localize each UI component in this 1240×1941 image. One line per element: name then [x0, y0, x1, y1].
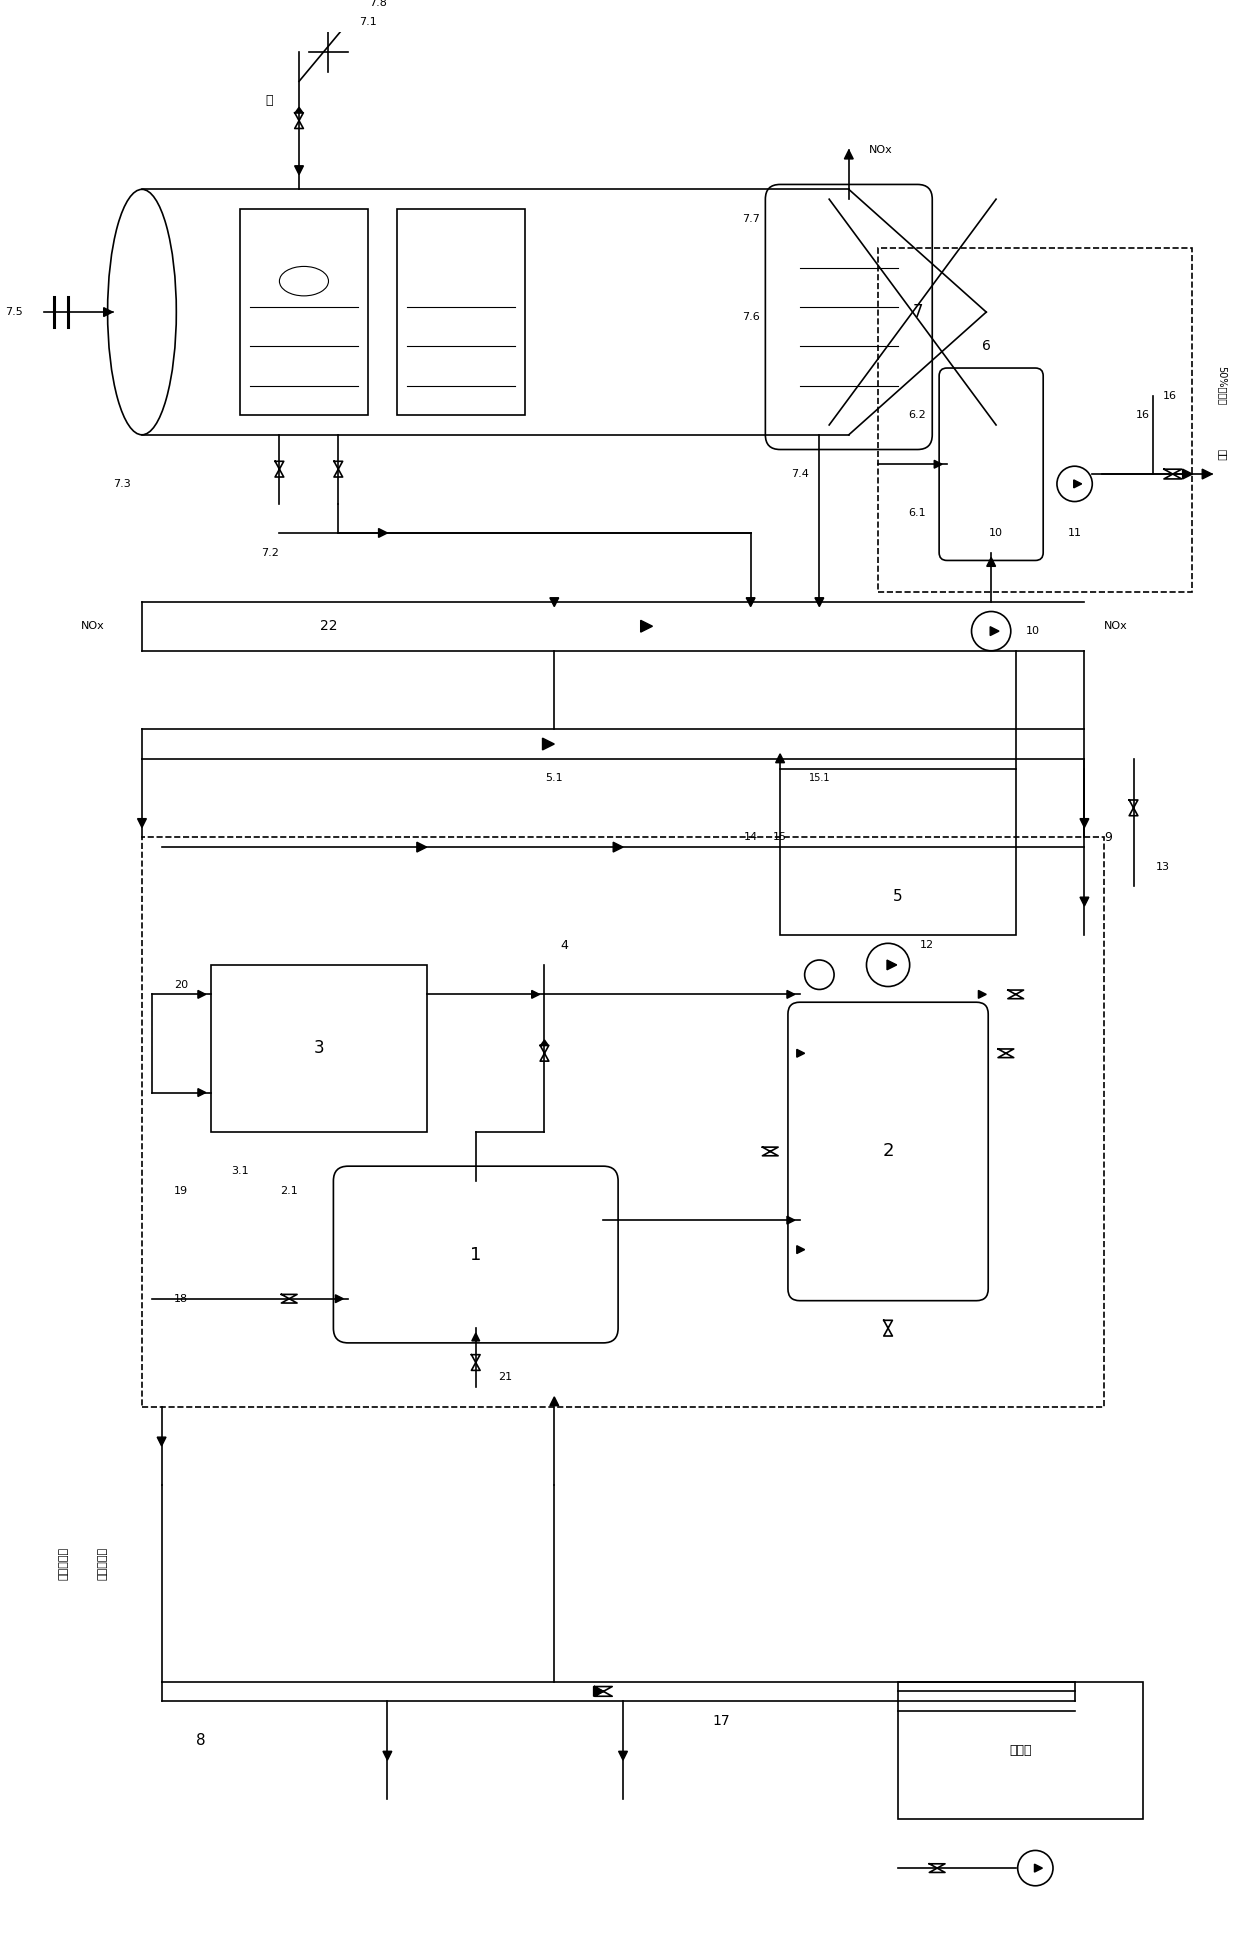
Text: 17: 17: [712, 1714, 730, 1727]
Bar: [397, 210, 525, 415]
Polygon shape: [797, 1246, 805, 1254]
Text: 11: 11: [1068, 528, 1081, 538]
Text: 7.6: 7.6: [742, 313, 760, 322]
Polygon shape: [1080, 819, 1089, 827]
Polygon shape: [543, 738, 554, 749]
Text: 3: 3: [314, 1038, 324, 1058]
Text: 21: 21: [498, 1372, 512, 1382]
Text: 16: 16: [1163, 390, 1177, 400]
Text: 6.2: 6.2: [909, 410, 926, 419]
Polygon shape: [815, 598, 823, 608]
Polygon shape: [844, 149, 853, 159]
Text: 12: 12: [920, 939, 935, 951]
Polygon shape: [1080, 897, 1089, 906]
Text: NOx: NOx: [81, 621, 104, 631]
Text: 凝器稀硝酸: 凝器稀硝酸: [98, 1547, 108, 1580]
Polygon shape: [594, 1687, 604, 1696]
Polygon shape: [198, 1089, 206, 1097]
Text: 16: 16: [1136, 410, 1151, 419]
Polygon shape: [787, 1217, 795, 1225]
Polygon shape: [295, 165, 304, 175]
Text: 50%硝酸去: 50%硝酸去: [1216, 367, 1226, 406]
Polygon shape: [295, 107, 303, 113]
Text: 酸水池: 酸水池: [1009, 1743, 1032, 1757]
Polygon shape: [991, 627, 999, 635]
Text: 19: 19: [174, 1186, 188, 1196]
Polygon shape: [797, 1050, 805, 1058]
Text: 7.5: 7.5: [5, 307, 24, 316]
Text: 10: 10: [1025, 627, 1039, 637]
Text: 14: 14: [744, 833, 758, 842]
Polygon shape: [157, 1436, 166, 1446]
Text: 6.1: 6.1: [909, 509, 926, 518]
Polygon shape: [776, 753, 785, 763]
Text: 10: 10: [990, 528, 1003, 538]
Polygon shape: [887, 961, 897, 970]
Bar: [878, 248, 1193, 592]
Polygon shape: [614, 842, 622, 852]
Polygon shape: [378, 528, 387, 538]
Polygon shape: [549, 598, 559, 608]
Polygon shape: [746, 598, 755, 608]
Bar: [898, 1681, 1143, 1819]
Text: 来自脱硝冷: 来自脱硝冷: [58, 1547, 68, 1580]
Text: 2.1: 2.1: [280, 1186, 298, 1196]
Text: 5.1: 5.1: [546, 773, 563, 784]
Text: 3.1: 3.1: [232, 1167, 249, 1176]
Bar: [241, 210, 368, 415]
Polygon shape: [787, 990, 795, 998]
Text: 7: 7: [913, 303, 923, 320]
Text: 18: 18: [174, 1295, 188, 1304]
Text: 6: 6: [982, 340, 991, 353]
Polygon shape: [198, 990, 206, 998]
Text: 2: 2: [883, 1143, 894, 1161]
Text: NOx: NOx: [868, 146, 893, 155]
Polygon shape: [641, 621, 652, 633]
Text: 8: 8: [196, 1733, 206, 1749]
Polygon shape: [383, 1751, 392, 1760]
Polygon shape: [541, 1040, 548, 1046]
Polygon shape: [987, 557, 996, 567]
Text: 7.7: 7.7: [742, 214, 760, 223]
Text: 水: 水: [265, 95, 273, 107]
Text: 7.2: 7.2: [260, 547, 279, 557]
Polygon shape: [104, 309, 113, 316]
Polygon shape: [1183, 470, 1193, 479]
Text: 13: 13: [1156, 862, 1171, 872]
Text: 1: 1: [470, 1246, 481, 1264]
Bar: [141, 837, 1104, 1407]
Text: 7.1: 7.1: [358, 17, 377, 27]
Polygon shape: [417, 842, 427, 852]
Text: 9: 9: [1104, 831, 1112, 844]
Text: 20: 20: [174, 980, 188, 990]
Polygon shape: [1074, 479, 1081, 487]
Text: 22: 22: [320, 619, 337, 633]
Text: 7.4: 7.4: [791, 470, 808, 479]
Text: 15: 15: [773, 833, 787, 842]
Polygon shape: [1203, 470, 1211, 479]
Polygon shape: [549, 1398, 559, 1405]
Polygon shape: [1034, 1863, 1043, 1871]
Polygon shape: [619, 1751, 627, 1760]
Bar: [211, 965, 427, 1132]
Polygon shape: [978, 990, 986, 998]
Text: 4: 4: [560, 939, 568, 951]
Text: NOx: NOx: [1104, 621, 1128, 631]
Text: 15.1: 15.1: [808, 773, 830, 784]
Bar: [780, 769, 1016, 936]
Polygon shape: [934, 460, 942, 468]
Polygon shape: [138, 819, 146, 827]
Polygon shape: [532, 990, 539, 998]
Text: 5: 5: [893, 889, 903, 905]
Text: 罐区: 罐区: [1216, 448, 1226, 460]
Text: 7.3: 7.3: [113, 479, 131, 489]
Polygon shape: [472, 1333, 480, 1341]
Polygon shape: [335, 1295, 343, 1302]
Text: 7.8: 7.8: [368, 0, 387, 8]
